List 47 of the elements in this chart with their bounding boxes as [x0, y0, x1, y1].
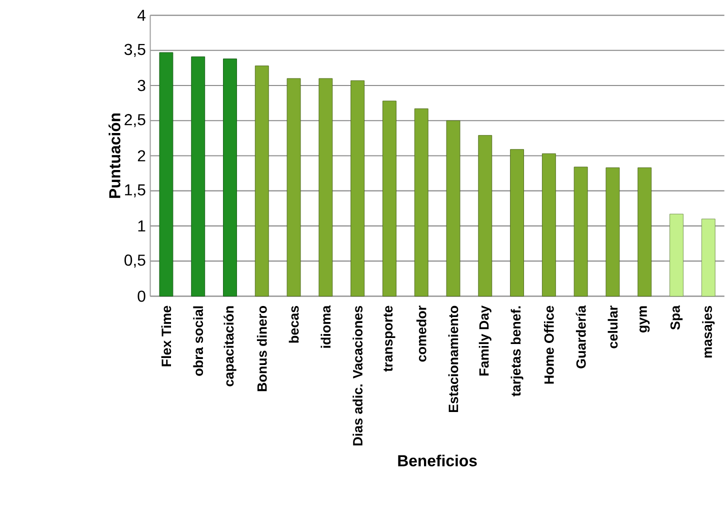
- x-tick-label: capacitación: [224, 306, 236, 386]
- x-tick-label: transporte: [384, 306, 396, 372]
- bar: [574, 166, 588, 297]
- x-tick-label: Dias adic. Vacaciones: [352, 306, 362, 446]
- bar: [318, 78, 333, 297]
- x-tick-label: Home Office: [544, 306, 554, 384]
- x-tick-label: Bonus dinero: [256, 306, 267, 392]
- bar: [446, 120, 460, 297]
- x-tick-label: Flex Time: [161, 306, 172, 366]
- bar: [286, 78, 301, 297]
- x-tick-label: masajes: [702, 306, 715, 358]
- y-tick-label: 1: [138, 220, 146, 232]
- bar: [478, 135, 492, 297]
- bar: [606, 168, 620, 297]
- x-tick-label: comedor: [416, 306, 426, 362]
- y-tick-label: 0,5: [124, 254, 146, 268]
- y-tick-label: 3: [138, 80, 146, 92]
- x-tick-label: Estacionamiento: [448, 306, 458, 412]
- bar: [510, 149, 524, 297]
- y-tick-label: 4: [137, 10, 146, 21]
- x-tick-label: becas: [288, 306, 299, 343]
- bar: [191, 56, 206, 297]
- bar: [542, 153, 556, 297]
- x-axis-title: Beneficios: [398, 454, 477, 466]
- x-tick-label: Family Day: [478, 306, 492, 376]
- y-tick-label: 2,5: [124, 114, 146, 128]
- bar: [701, 218, 716, 297]
- bar: [254, 66, 269, 297]
- bar: [638, 168, 652, 297]
- bar: [159, 52, 174, 297]
- y-tick-label: 1,5: [125, 184, 146, 198]
- x-tick-label: idioma: [320, 305, 331, 348]
- y-tick-label: 0: [138, 290, 146, 302]
- x-tick-label: Guardería: [576, 305, 586, 368]
- x-tick-label: celular: [608, 306, 618, 348]
- bar: [382, 100, 396, 297]
- x-tick-label: obra social: [193, 306, 204, 376]
- y-axis-title: Puntuación: [108, 114, 120, 198]
- bar: [414, 108, 428, 297]
- x-tick-label: gym: [640, 306, 650, 333]
- y-tick-label: 2: [138, 150, 146, 162]
- bar: [350, 80, 365, 297]
- bar: [223, 58, 237, 297]
- x-tick-label: Spa: [670, 305, 683, 330]
- bar: [670, 214, 684, 297]
- y-tick-label: 3,5: [124, 44, 146, 58]
- x-tick-label: tarjetas benef.: [510, 306, 524, 396]
